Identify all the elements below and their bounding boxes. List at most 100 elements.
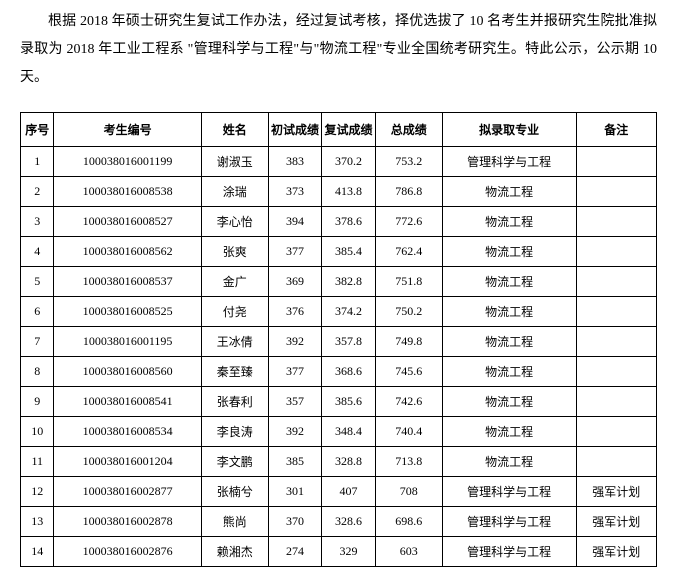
cell-remark: 强军计划 — [576, 477, 656, 507]
cell-id: 100038016001199 — [54, 147, 201, 177]
cell-name: 涂瑞 — [201, 177, 268, 207]
header-id: 考生编号 — [54, 113, 201, 147]
cell-id: 100038016008560 — [54, 357, 201, 387]
cell-name: 金广 — [201, 267, 268, 297]
cell-id: 100038016008537 — [54, 267, 201, 297]
cell-seq: 3 — [21, 207, 54, 237]
cell-major: 管理科学与工程 — [442, 537, 576, 567]
cell-total: 750.2 — [375, 297, 442, 327]
cell-remark — [576, 267, 656, 297]
cell-retest: 329 — [322, 537, 376, 567]
cell-major: 物流工程 — [442, 417, 576, 447]
cell-name: 谢淑玉 — [201, 147, 268, 177]
cell-retest: 368.6 — [322, 357, 376, 387]
cell-retest: 328.8 — [322, 447, 376, 477]
cell-seq: 7 — [21, 327, 54, 357]
cell-remark — [576, 417, 656, 447]
cell-total: 708 — [375, 477, 442, 507]
cell-total: 753.2 — [375, 147, 442, 177]
cell-retest: 385.4 — [322, 237, 376, 267]
cell-major: 物流工程 — [442, 207, 576, 237]
cell-remark: 强军计划 — [576, 537, 656, 567]
table-row: 13100038016002878熊尚370328.6698.6管理科学与工程强… — [21, 507, 657, 537]
cell-id: 100038016008538 — [54, 177, 201, 207]
cell-prelim: 392 — [268, 417, 322, 447]
cell-major: 管理科学与工程 — [442, 477, 576, 507]
cell-prelim: 376 — [268, 297, 322, 327]
cell-total: 751.8 — [375, 267, 442, 297]
cell-seq: 14 — [21, 537, 54, 567]
cell-seq: 8 — [21, 357, 54, 387]
header-major: 拟录取专业 — [442, 113, 576, 147]
cell-retest: 413.8 — [322, 177, 376, 207]
cell-id: 100038016008534 — [54, 417, 201, 447]
cell-seq: 5 — [21, 267, 54, 297]
cell-id: 100038016008527 — [54, 207, 201, 237]
cell-total: 749.8 — [375, 327, 442, 357]
cell-id: 100038016002878 — [54, 507, 201, 537]
admission-table: 序号 考生编号 姓名 初试成绩 复试成绩 总成绩 拟录取专业 备注 110003… — [20, 112, 657, 567]
table-row: 12100038016002877张楠兮301407708管理科学与工程强军计划 — [21, 477, 657, 507]
cell-major: 物流工程 — [442, 297, 576, 327]
cell-retest: 370.2 — [322, 147, 376, 177]
cell-retest: 328.6 — [322, 507, 376, 537]
cell-prelim: 383 — [268, 147, 322, 177]
table-row: 5100038016008537金广369382.8751.8物流工程 — [21, 267, 657, 297]
cell-name: 秦至臻 — [201, 357, 268, 387]
cell-remark — [576, 177, 656, 207]
cell-retest: 378.6 — [322, 207, 376, 237]
cell-id: 100038016008541 — [54, 387, 201, 417]
cell-remark — [576, 297, 656, 327]
cell-prelim: 274 — [268, 537, 322, 567]
header-prelim: 初试成绩 — [268, 113, 322, 147]
table-row: 1100038016001199谢淑玉383370.2753.2管理科学与工程 — [21, 147, 657, 177]
cell-remark — [576, 327, 656, 357]
cell-name: 李文鹏 — [201, 447, 268, 477]
cell-id: 100038016008562 — [54, 237, 201, 267]
cell-retest: 382.8 — [322, 267, 376, 297]
cell-id: 100038016002877 — [54, 477, 201, 507]
cell-name: 张春利 — [201, 387, 268, 417]
cell-remark — [576, 207, 656, 237]
cell-major: 物流工程 — [442, 267, 576, 297]
cell-prelim: 357 — [268, 387, 322, 417]
cell-seq: 9 — [21, 387, 54, 417]
cell-seq: 6 — [21, 297, 54, 327]
cell-name: 王冰倩 — [201, 327, 268, 357]
table-header-row: 序号 考生编号 姓名 初试成绩 复试成绩 总成绩 拟录取专业 备注 — [21, 113, 657, 147]
table-row: 3100038016008527李心怡394378.6772.6物流工程 — [21, 207, 657, 237]
cell-remark — [576, 447, 656, 477]
cell-major: 管理科学与工程 — [442, 147, 576, 177]
cell-prelim: 394 — [268, 207, 322, 237]
cell-seq: 2 — [21, 177, 54, 207]
cell-prelim: 369 — [268, 267, 322, 297]
table-row: 14100038016002876赖湘杰274329603管理科学与工程强军计划 — [21, 537, 657, 567]
cell-prelim: 373 — [268, 177, 322, 207]
cell-seq: 4 — [21, 237, 54, 267]
cell-retest: 374.2 — [322, 297, 376, 327]
cell-major: 物流工程 — [442, 447, 576, 477]
cell-total: 772.6 — [375, 207, 442, 237]
cell-prelim: 385 — [268, 447, 322, 477]
cell-prelim: 377 — [268, 357, 322, 387]
table-row: 4100038016008562张爽377385.4762.4物流工程 — [21, 237, 657, 267]
cell-major: 物流工程 — [442, 237, 576, 267]
table-row: 7100038016001195王冰倩392357.8749.8物流工程 — [21, 327, 657, 357]
cell-seq: 1 — [21, 147, 54, 177]
cell-name: 赖湘杰 — [201, 537, 268, 567]
cell-major: 物流工程 — [442, 387, 576, 417]
cell-total: 742.6 — [375, 387, 442, 417]
cell-name: 张爽 — [201, 237, 268, 267]
cell-id: 100038016002876 — [54, 537, 201, 567]
cell-major: 物流工程 — [442, 327, 576, 357]
cell-major: 物流工程 — [442, 357, 576, 387]
cell-total: 713.8 — [375, 447, 442, 477]
cell-name: 李良涛 — [201, 417, 268, 447]
cell-total: 603 — [375, 537, 442, 567]
cell-id: 100038016001195 — [54, 327, 201, 357]
cell-remark — [576, 147, 656, 177]
header-name: 姓名 — [201, 113, 268, 147]
cell-prelim: 392 — [268, 327, 322, 357]
header-seq: 序号 — [21, 113, 54, 147]
header-total: 总成绩 — [375, 113, 442, 147]
